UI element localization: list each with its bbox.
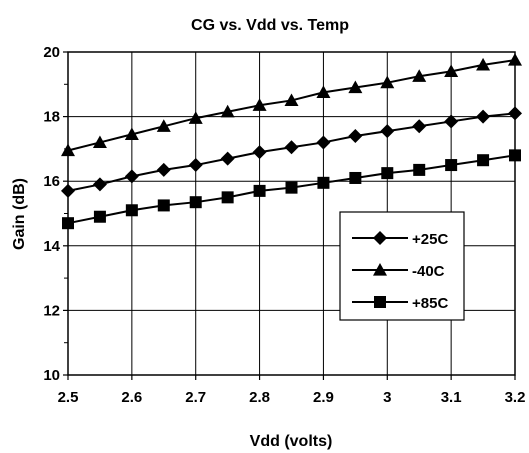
data-point <box>285 181 298 194</box>
data-point <box>284 140 299 155</box>
x-tick-label: 2.8 <box>249 389 270 406</box>
x-tick-label: 2.7 <box>185 389 206 406</box>
data-point <box>188 111 203 124</box>
data-point <box>348 128 363 143</box>
legend-marker <box>374 296 386 308</box>
data-point <box>316 85 331 98</box>
y-axis-label: Gain (dB) <box>11 178 28 250</box>
x-tick-label: 3.1 <box>441 389 462 406</box>
legend-label: -40C <box>412 263 445 280</box>
legend-label: +85C <box>412 295 448 312</box>
data-point <box>92 177 107 192</box>
x-tick-label: 2.5 <box>58 389 79 406</box>
data-point <box>477 154 490 167</box>
data-point <box>93 210 106 223</box>
legend-label: +25C <box>412 231 448 248</box>
y-tick-label: 10 <box>43 367 60 384</box>
data-point <box>412 119 427 134</box>
y-tick-label: 14 <box>43 238 60 255</box>
data-point <box>156 162 171 177</box>
data-point <box>221 191 234 204</box>
x-tick-label: 3 <box>383 389 391 406</box>
data-point <box>445 159 458 172</box>
data-point <box>316 135 331 150</box>
series-layer <box>61 53 522 230</box>
y-tick-label: 20 <box>43 44 60 61</box>
data-point <box>156 119 171 132</box>
data-point <box>125 204 138 217</box>
legend-entry: -40C <box>352 263 445 280</box>
data-point <box>220 104 235 118</box>
y-tick-label: 16 <box>43 173 60 190</box>
x-axis-label: Vdd (volts) <box>250 433 333 450</box>
data-point <box>380 124 395 139</box>
chart-title: CG vs. Vdd vs. Temp <box>191 17 349 34</box>
data-point <box>444 114 459 129</box>
data-point <box>220 151 235 166</box>
data-point <box>349 171 362 184</box>
data-point <box>189 196 202 209</box>
legend-entry: +85C <box>352 295 448 312</box>
data-point <box>412 69 427 82</box>
data-point <box>476 57 491 71</box>
x-tick-label: 2.6 <box>121 389 142 406</box>
data-point <box>157 199 170 212</box>
data-point <box>92 135 107 149</box>
legend-marker <box>373 231 387 245</box>
data-point <box>253 184 266 197</box>
legend-marker <box>373 263 387 276</box>
data-point <box>124 127 139 140</box>
data-point <box>124 169 139 184</box>
data-point <box>348 80 363 94</box>
data-point <box>252 145 267 160</box>
data-point <box>252 98 267 111</box>
x-tick-label: 3.2 <box>505 389 526 406</box>
x-axis-ticks: 2.5 2.6 2.7 2.8 2.9 3 3.1 3.2 <box>58 375 526 406</box>
data-point <box>476 109 491 124</box>
x-tick-label: 2.9 <box>313 389 334 406</box>
data-point <box>284 93 299 107</box>
data-point <box>413 163 426 176</box>
data-point <box>380 75 395 89</box>
y-tick-label: 18 <box>43 109 60 126</box>
legend-entry: +25C <box>352 231 448 248</box>
data-point <box>317 176 330 189</box>
data-point <box>381 167 394 180</box>
legend: +25C -40C +85C <box>339 211 465 321</box>
data-point <box>444 64 459 77</box>
y-tick-label: 12 <box>43 302 60 319</box>
data-point <box>188 158 203 173</box>
y-axis-ticks: 10 12 14 16 18 20 <box>43 44 68 384</box>
